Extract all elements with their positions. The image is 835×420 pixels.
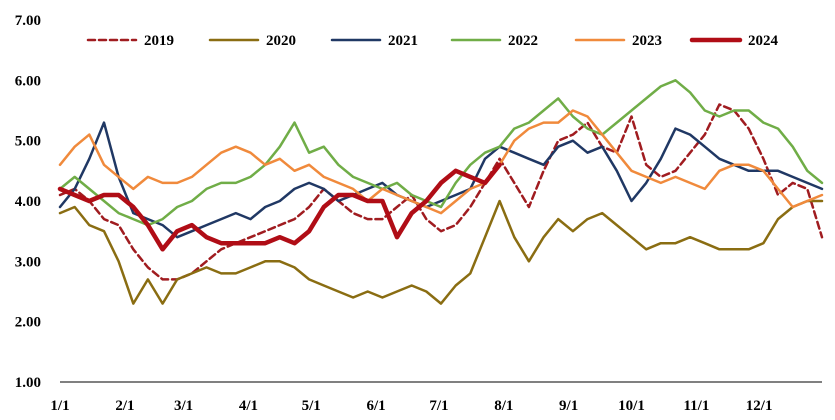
y-tick-label: 1.00	[15, 375, 41, 391]
legend-label-2021: 2021	[388, 33, 418, 49]
x-axis-tick-labels: 1/1 2/1 3/1 4/1 5/1 6/1 7/1 8/1 9/1 10/1 11/1 12/1	[50, 398, 772, 414]
series-line-2022	[58, 79, 824, 227]
y-tick-label: 4.00	[15, 194, 41, 210]
series-line-2019	[58, 103, 824, 281]
y-axis-tick-labels: 1.00 2.00 3.00 4.00 5.00 6.00 7.00	[15, 13, 41, 391]
x-tick-label: 1/1	[50, 398, 69, 414]
x-tick-label: 12/1	[746, 398, 773, 414]
x-tick-label: 7/1	[429, 398, 448, 414]
legend-label-2024: 2024	[748, 33, 779, 49]
x-tick-label: 5/1	[302, 398, 321, 414]
x-tick-label: 10/1	[618, 398, 645, 414]
legend-label-2019: 2019	[144, 33, 174, 49]
series-line-2024	[57, 162, 502, 252]
x-tick-label: 4/1	[239, 398, 258, 414]
x-tick-label: 11/1	[683, 398, 709, 414]
y-tick-label: 2.00	[15, 315, 41, 331]
y-tick-label: 7.00	[15, 13, 41, 29]
x-tick-label: 3/1	[174, 398, 193, 414]
legend-label-2023: 2023	[632, 33, 662, 49]
x-tick-label: 2/1	[115, 398, 134, 414]
series-line-2020	[58, 199, 824, 305]
x-tick-label: 6/1	[366, 398, 385, 414]
legend-label-2020: 2020	[266, 33, 296, 49]
y-tick-label: 5.00	[15, 134, 41, 150]
x-tick-label: 8/1	[494, 398, 513, 414]
series-lines	[57, 79, 824, 305]
legend: 2019 2020 2021 2022 2023 2024	[86, 33, 779, 49]
x-tick-label: 9/1	[559, 398, 578, 414]
legend-label-2022: 2022	[508, 33, 538, 49]
y-tick-label: 3.00	[15, 254, 41, 270]
series-line-2021	[58, 121, 824, 239]
series-line-2023	[58, 109, 824, 215]
y-tick-label: 6.00	[15, 73, 41, 89]
